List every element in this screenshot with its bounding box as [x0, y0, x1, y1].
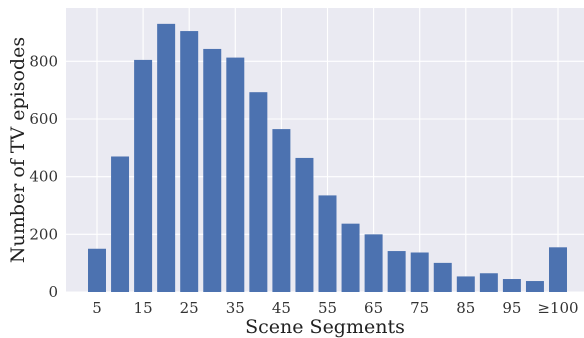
bar-60 [341, 223, 360, 292]
bar-≥100 [549, 247, 567, 292]
bar-20 [157, 23, 176, 292]
x-tick-label: 45 [272, 299, 291, 317]
bar-15 [134, 59, 153, 293]
bar-100 [525, 281, 544, 292]
bar-55 [318, 195, 337, 292]
x-tick-label: 65 [364, 299, 383, 317]
x-tick-label: 95 [502, 299, 521, 317]
bars [88, 23, 567, 293]
bar-65 [364, 234, 383, 292]
x-tick-labels: 5 15 25 35 45 55 65 75 85 95 ≥100 [92, 299, 578, 317]
bar-25 [180, 31, 199, 293]
y-tick-label: 0 [48, 283, 58, 301]
bar-75 [410, 252, 429, 292]
bar-40 [249, 92, 268, 293]
x-tick-label: 55 [318, 299, 337, 317]
bar-10 [111, 156, 130, 292]
bar-70 [387, 251, 406, 292]
x-tick-label: 15 [134, 299, 153, 317]
y-tick-labels: 0 200 400 600 800 [29, 52, 58, 301]
bar-90 [479, 273, 498, 292]
bar-80 [433, 262, 452, 292]
bar-35 [226, 57, 245, 293]
y-tick-label: 400 [29, 168, 58, 186]
y-tick-label: 800 [29, 52, 58, 70]
x-tick-label: ≥100 [537, 299, 578, 317]
x-axis-label: Scene Segments [245, 316, 405, 338]
x-tick-label: 75 [410, 299, 429, 317]
bar-5 [88, 248, 106, 292]
x-tick-label: 25 [180, 299, 199, 317]
y-tick-label: 200 [29, 225, 58, 243]
bar-50 [295, 157, 314, 292]
bar-95 [502, 279, 521, 292]
bar-45 [272, 129, 291, 292]
x-tick-label: 5 [92, 299, 102, 317]
x-tick-label: 35 [226, 299, 245, 317]
y-tick-label: 600 [29, 110, 58, 128]
bar-85 [456, 276, 475, 292]
x-tick-label: 85 [456, 299, 475, 317]
bar-30 [203, 48, 222, 292]
y-axis-label: Number of TV episodes [7, 37, 29, 263]
